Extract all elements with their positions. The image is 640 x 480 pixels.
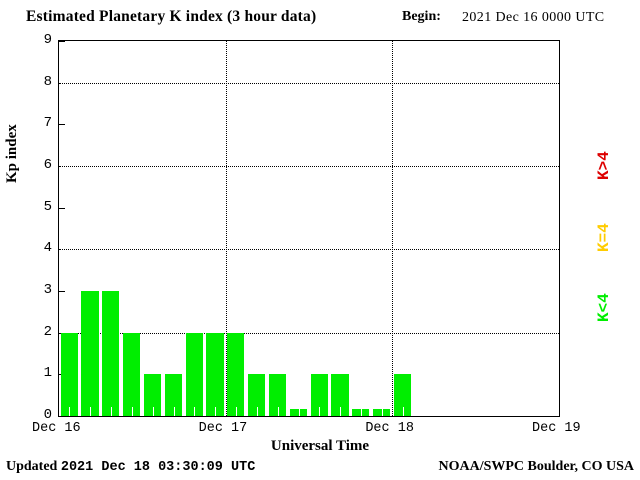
y-tick-label-4: 4 [43, 240, 52, 257]
bar-separator [90, 407, 92, 416]
gridline-x-dec-17 [225, 41, 227, 416]
bar-separator [173, 407, 175, 416]
y-tick-label-3: 3 [43, 282, 52, 298]
gridline-y-2 [59, 332, 559, 334]
x-axis-tick-labels: Dec 16 Dec 17 Dec 18 Dec 19 [0, 421, 640, 439]
x-tick-label-dec-18: Dec 18 [365, 421, 414, 436]
bar [331, 374, 349, 416]
y-tick-label-8: 8 [43, 73, 52, 90]
y-tick-label-5: 5 [43, 198, 52, 215]
bar [143, 374, 162, 416]
bar-separator [256, 407, 258, 416]
bar [289, 409, 307, 416]
y-tick-label-0: 0 [43, 407, 52, 423]
gridline-y-8 [59, 82, 559, 84]
bar-separator [111, 407, 113, 416]
chart-plot-area [58, 40, 560, 417]
grid-layer [59, 41, 559, 416]
bar-separator [319, 407, 321, 416]
bar-separator [131, 407, 133, 416]
footer-updated: Updated 2021 Dec 18 03:30:09 UTC [6, 459, 255, 475]
bars-layer [59, 41, 559, 416]
bar-separator [340, 407, 342, 416]
begin-value: 2021 Dec 16 0000 UTC [462, 10, 605, 25]
bar-separator [298, 407, 300, 416]
y-tick-label-6: 6 [43, 157, 52, 173]
bar [102, 291, 120, 416]
bar [352, 409, 370, 416]
gridline-y-6 [59, 166, 559, 167]
legend-item-k-lt-4: K<4 [595, 293, 613, 322]
bar [268, 374, 287, 416]
bar [185, 332, 203, 416]
page-title: Estimated Planetary K index (3 hour data… [26, 8, 317, 25]
footer-updated-value: 2021 Dec 18 03:30:09 UTC [60, 460, 256, 475]
y-tick-5 [59, 207, 65, 209]
gridline-y-4 [59, 249, 559, 251]
legend-item-k-gt-4: K>4 [595, 151, 613, 180]
x-tick-label-dec-17: Dec 17 [198, 421, 248, 436]
bar [81, 291, 99, 416]
bar [206, 332, 224, 416]
x-tick-label-dec-16: Dec 16 [32, 421, 81, 436]
legend-item-k-eq-4: K=4 [595, 223, 613, 252]
y-tick-9 [59, 41, 65, 42]
bar-separator [381, 407, 383, 416]
bar [310, 374, 328, 416]
footer-updated-label: Updated [6, 459, 58, 474]
bar-separator [152, 407, 154, 416]
bar-separator [215, 407, 217, 416]
bar-separator [402, 407, 404, 416]
begin-label: Begin: [402, 9, 441, 24]
bar-separator [236, 407, 238, 416]
bar [227, 332, 245, 416]
x-tick-label-dec-19: Dec 19 [532, 421, 581, 436]
bar-separator [361, 407, 363, 416]
footer-source: NOAA/SWPC Boulder, CO USA [438, 459, 634, 474]
bar-separator [194, 407, 196, 416]
bar [248, 374, 266, 416]
y-tick-label-2: 2 [43, 323, 52, 340]
y-tick-label-7: 7 [43, 115, 52, 132]
y-tick-3 [59, 291, 65, 292]
y-tick-label-1: 1 [43, 365, 52, 382]
y-tick-7 [59, 124, 65, 126]
bar-separator [277, 407, 279, 416]
gridline-x-dec-18 [392, 41, 394, 416]
bar [60, 332, 78, 416]
bar-separator [69, 407, 71, 416]
bar [373, 409, 391, 416]
y-axis-tick-labels: 0 1 2 3 4 5 6 7 8 9 [0, 33, 52, 422]
bar [164, 374, 182, 416]
x-axis-title: Universal Time [270, 438, 370, 454]
bar [393, 374, 412, 416]
bar [123, 332, 141, 416]
y-tick-0 [59, 416, 65, 417]
y-tick-label-9: 9 [43, 32, 52, 48]
